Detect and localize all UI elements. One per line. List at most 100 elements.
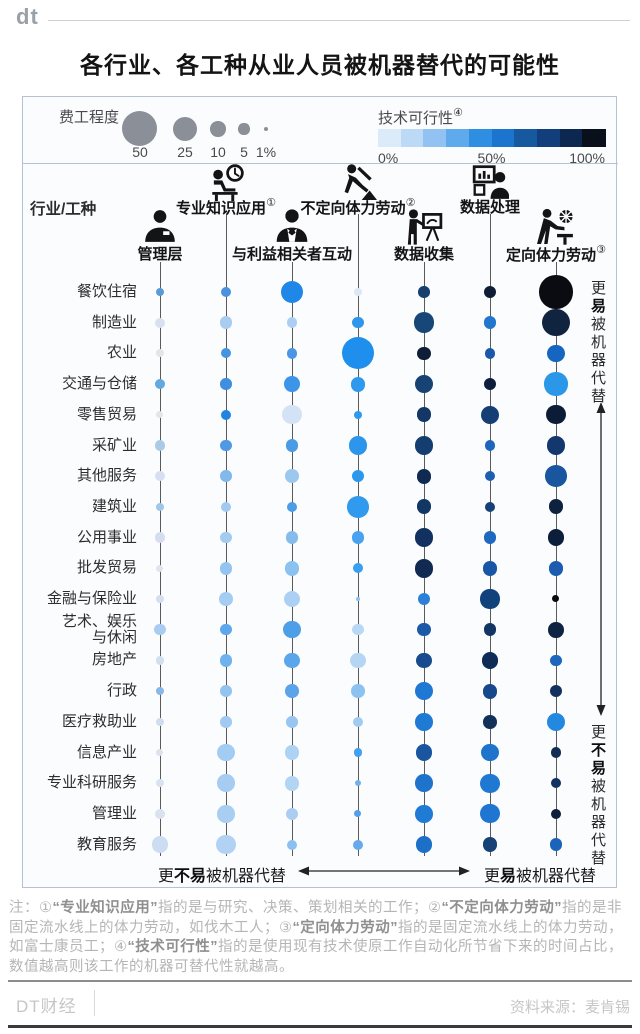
bubble-r8-c0	[154, 532, 166, 543]
bubble-r13-c3	[351, 684, 365, 698]
page-title: 各行业、各工种从业人员被机器替代的可能性	[80, 52, 560, 78]
bubble-r13-c5	[482, 683, 498, 699]
bubble-r7-c6	[548, 499, 564, 515]
bubble-r6-c1	[220, 470, 232, 482]
bubble-r11-c2	[283, 620, 301, 639]
row-label: 医疗救助业	[61, 712, 137, 730]
bubble-r6-c6	[545, 465, 567, 487]
bubble-r3-c5	[483, 377, 497, 391]
bubble-r5-c0	[154, 440, 166, 451]
bubble-r6-c3	[351, 469, 365, 483]
bubble-r14-c1	[220, 715, 232, 728]
bubble-r2-c1	[221, 348, 231, 359]
bubble-r9-c5	[482, 560, 498, 576]
bubble-r12-c5	[481, 652, 499, 669]
row-label: 餐饮住宿	[76, 283, 137, 300]
matrix-corner-label: 行业/工种	[30, 201, 97, 218]
machine-worker-icon	[537, 207, 575, 245]
header-rule	[48, 20, 630, 21]
bubble-r9-c6	[548, 560, 564, 576]
knowledge-icon	[207, 163, 245, 201]
bubble-r14-c2	[286, 715, 298, 728]
row-label: 行政	[106, 682, 137, 700]
bubble-r5-c5	[484, 440, 496, 451]
bubble-r7-c0	[155, 502, 165, 512]
footnote-marker-4: ④	[453, 107, 463, 119]
bubble-r17-c4	[415, 805, 433, 823]
bubble-r9-c0	[156, 564, 164, 572]
bubble-r1-c6	[542, 309, 570, 337]
bubble-r15-c4	[415, 744, 433, 761]
gradient-step	[423, 129, 447, 147]
bubble-r2-c4	[417, 346, 431, 361]
size-legend-bubble	[210, 121, 226, 137]
column-header: 不定向体力劳动②	[300, 197, 416, 217]
bubble-r6-c0	[155, 471, 165, 482]
bubble-r13-c2	[285, 684, 299, 698]
size-legend-value: 10	[210, 144, 226, 160]
row-label: 制造业	[91, 313, 137, 331]
bubble-r18-c3	[353, 839, 363, 850]
bubble-r13-c4	[414, 681, 434, 701]
bubble-r8-c6	[547, 529, 565, 546]
bubble-r9-c2	[284, 560, 300, 576]
bubble-r17-c2	[285, 807, 299, 821]
bubble-r0-c2	[280, 280, 304, 304]
size-legend-value: 1%	[255, 144, 277, 160]
footnote: 注：①“专业知识应用”指的是与研究、决策、策划相关的工作；②“不定向体力劳动”指…	[9, 900, 623, 975]
bubble-r4-c3	[353, 410, 363, 420]
bubble-r18-c5	[482, 837, 498, 853]
bubble-r7-c4	[416, 499, 432, 515]
bubble-r6-c2	[285, 469, 299, 483]
bubble-r0-c4	[418, 286, 430, 298]
bubble-r6-c5	[484, 470, 496, 482]
chart-panel	[22, 96, 617, 888]
bubble-r18-c6	[549, 838, 563, 851]
row-label: 交通与仓储	[61, 375, 137, 393]
footer-bottom-rule	[8, 1025, 632, 1028]
gradient-step	[559, 129, 583, 147]
bubble-r9-c3	[353, 563, 363, 574]
size-legend-bubble	[172, 116, 198, 142]
column-guide-line	[555, 262, 557, 856]
bubble-r15-c5	[481, 743, 499, 762]
row-label: 零售贸易	[76, 405, 137, 423]
bubble-r5-c6	[546, 436, 566, 455]
column-header: 与利益相关者互动	[231, 246, 352, 263]
size-legend-value: 5	[240, 144, 248, 160]
row-label: 教育服务	[76, 835, 137, 853]
bubble-r0-c0	[155, 287, 165, 297]
bubble-r3-c1	[220, 378, 232, 390]
row-label: 公用事业	[76, 528, 137, 546]
bubble-r18-c1	[216, 835, 236, 855]
brand-label: DT财经	[16, 997, 77, 1016]
gradient-step	[536, 129, 561, 147]
row-label: 建筑业	[91, 497, 137, 515]
bubble-r12-c0	[155, 656, 165, 665]
bubble-r5-c1	[220, 439, 232, 452]
bubble-r17-c3	[354, 810, 362, 818]
dt-logo: dt	[16, 4, 39, 29]
bubble-r14-c0	[155, 717, 165, 727]
gradient-tick: 50%	[477, 150, 506, 166]
bubble-r2-c0	[156, 349, 164, 358]
bubble-r13-c0	[156, 687, 164, 695]
row-label: 管理业	[91, 804, 137, 822]
row-label: 批发贸易	[76, 559, 137, 577]
vertical-double-arrow	[593, 402, 609, 716]
bubble-r2-c3	[341, 337, 375, 370]
bubble-r1-c3	[352, 316, 364, 329]
bubble-r5-c4	[414, 436, 434, 455]
column-header: 管理层	[137, 246, 183, 263]
bubble-r11-c0	[154, 623, 166, 636]
bottom-axis-label-right: 更易被机器代替	[483, 868, 597, 885]
bubble-r12-c1	[219, 654, 233, 667]
bubble-r15-c2	[284, 745, 300, 760]
bubble-r2-c6	[547, 344, 565, 363]
bubble-r10-c5	[480, 589, 500, 609]
bubble-r12-c2	[284, 652, 300, 669]
stakeholder-icon	[273, 207, 311, 245]
bubble-r1-c2	[286, 317, 298, 328]
bubble-r8-c1	[220, 531, 232, 544]
